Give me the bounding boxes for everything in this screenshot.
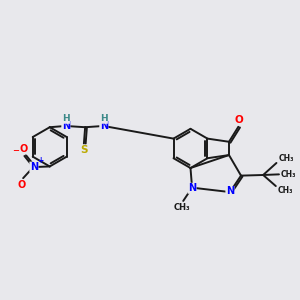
Text: O: O (19, 144, 27, 154)
Text: N: N (226, 186, 234, 197)
Text: S: S (80, 145, 88, 155)
Text: N: N (188, 183, 196, 193)
Text: CH₃: CH₃ (278, 154, 294, 163)
Text: N: N (100, 121, 108, 131)
Text: O: O (235, 115, 244, 125)
Text: CH₃: CH₃ (278, 186, 293, 195)
Text: N: N (62, 121, 70, 131)
Text: O: O (18, 180, 26, 190)
Text: CH₃: CH₃ (281, 170, 296, 179)
Text: N: N (30, 162, 38, 172)
Text: H: H (62, 115, 70, 124)
Text: CH₃: CH₃ (173, 203, 190, 212)
Text: H: H (100, 115, 108, 124)
Text: −: − (12, 146, 19, 155)
Text: +: + (37, 156, 44, 165)
